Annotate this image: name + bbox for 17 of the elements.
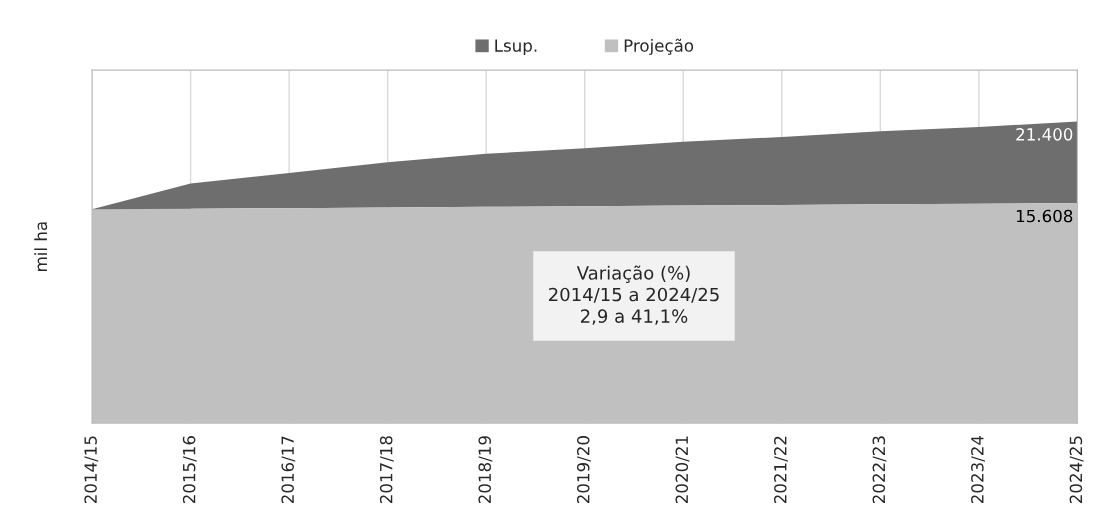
data-label: 15.608	[1016, 209, 1073, 223]
x-tick-label: 2019/20	[576, 436, 591, 504]
x-tick-label: 2024/25	[1069, 436, 1084, 504]
x-tick-label: 2016/17	[281, 436, 296, 504]
x-tick-label: 2018/19	[478, 436, 493, 504]
annotation: Variação (%) 2014/15 a 2024/25 2,9 a 41,1%	[549, 265, 719, 325]
data-label: 21.400	[1016, 128, 1073, 141]
x-tick-label: 2022/23	[872, 436, 887, 504]
legend-label: Projeção	[624, 38, 694, 56]
x-tick-label: 2014/15	[84, 436, 99, 504]
x-tick-label: 2023/24	[971, 435, 985, 504]
x-tick-label: 2021/22	[774, 436, 788, 504]
legend-label: Lsup.	[495, 39, 537, 56]
y-axis-title: mil ha	[34, 222, 48, 271]
x-tick-label: 2017/18	[379, 436, 394, 504]
x-tick-label: 2015/16	[182, 436, 197, 504]
x-tick-label: 2020/21	[675, 436, 690, 504]
